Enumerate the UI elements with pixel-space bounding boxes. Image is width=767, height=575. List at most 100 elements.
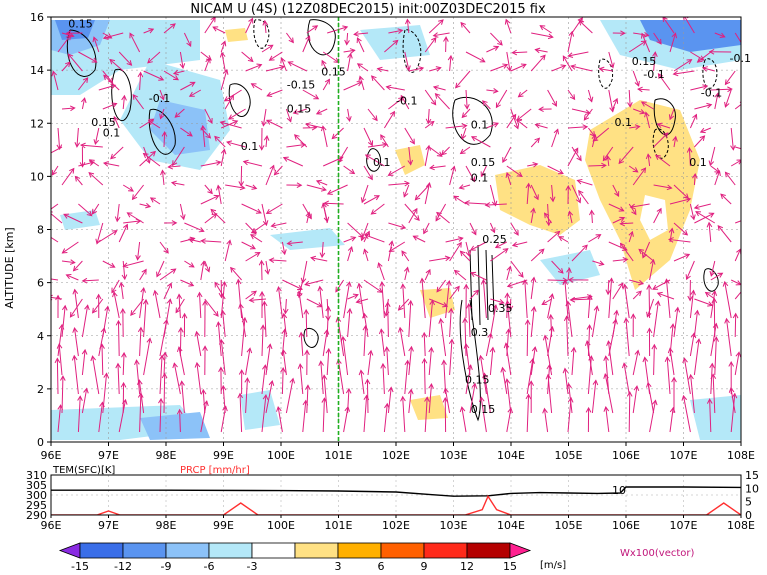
wind-vector xyxy=(225,184,245,189)
wind-vector xyxy=(245,18,254,34)
wind-vector-head xyxy=(638,279,645,286)
wind-vector-head xyxy=(83,387,89,394)
wind-vector-head xyxy=(174,112,181,118)
wind-vector xyxy=(261,44,274,53)
wind-vector-head xyxy=(525,393,532,400)
wind-vector xyxy=(510,260,524,278)
wind-vector-head xyxy=(634,124,641,130)
wind-vector xyxy=(577,179,593,186)
wind-vector-head xyxy=(405,65,411,72)
wind-vector-head xyxy=(558,236,565,242)
wind-vector-head xyxy=(578,19,585,26)
surface-x-tick-label: 103E xyxy=(440,519,468,532)
wind-vector xyxy=(725,70,736,85)
wind-vector xyxy=(343,49,355,53)
wind-vector xyxy=(526,320,529,357)
wind-vector-head xyxy=(340,335,347,342)
wind-vector-head xyxy=(346,307,353,314)
wind-vector xyxy=(512,51,528,54)
wind-vector-head xyxy=(179,380,185,387)
wind-vector-head xyxy=(532,161,539,168)
wind-vector xyxy=(449,166,455,186)
wind-vector xyxy=(428,19,444,34)
wind-vector xyxy=(221,52,226,72)
wind-vector-head xyxy=(702,84,709,90)
wind-vector xyxy=(612,217,625,224)
wind-vector-head xyxy=(313,94,320,100)
wind-vector-head xyxy=(232,120,239,126)
wind-vector xyxy=(180,237,195,243)
wind-vector xyxy=(460,250,471,262)
wind-vector-head xyxy=(608,277,615,284)
wind-vector-head xyxy=(118,281,125,288)
wind-vector xyxy=(81,388,88,414)
wind-vector xyxy=(306,25,318,34)
wind-vector-head xyxy=(728,361,735,367)
wind-vector-head xyxy=(432,85,439,91)
wind-vector-head xyxy=(633,385,640,391)
wind-vector-head xyxy=(170,180,177,187)
contour-label: 0.15 xyxy=(465,374,490,387)
wind-vector xyxy=(632,350,639,376)
wind-vector xyxy=(489,222,495,233)
wind-vector-head xyxy=(570,346,577,353)
wind-vector xyxy=(78,51,97,63)
wind-vector xyxy=(322,398,325,433)
wind-vector-head xyxy=(64,61,71,68)
wind-vector-head xyxy=(323,216,330,223)
wind-vector xyxy=(693,173,696,186)
wind-vector-head xyxy=(61,304,68,311)
wind-vector-head xyxy=(91,208,98,215)
wind-vector xyxy=(567,268,570,281)
wind-vector-head xyxy=(214,135,220,142)
wind-vector-head xyxy=(112,291,118,298)
wind-vector-head xyxy=(147,57,153,64)
wind-vector xyxy=(138,380,145,414)
wind-vector xyxy=(159,268,176,281)
wind-vector-head xyxy=(397,326,404,333)
wind-vector xyxy=(363,279,383,293)
wind-vector-head xyxy=(465,251,472,258)
wind-vector xyxy=(319,286,324,319)
wind-vector xyxy=(628,231,633,243)
wind-vector xyxy=(78,203,93,217)
wind-vector-head xyxy=(656,207,662,214)
wind-vector-head xyxy=(69,311,76,318)
wind-vector xyxy=(261,394,267,433)
wind-vector-head xyxy=(310,255,317,262)
wind-vector xyxy=(224,94,234,110)
wind-vector-head xyxy=(352,293,359,299)
wind-vector-head xyxy=(549,196,556,203)
y-tick-label: 6 xyxy=(37,277,44,290)
wind-vector-head xyxy=(642,356,649,363)
wind-vector-head xyxy=(181,312,188,319)
wind-vector xyxy=(75,176,83,186)
colorbar-swatch xyxy=(380,542,425,559)
wind-vector-head xyxy=(324,78,330,85)
wind-vector xyxy=(322,203,328,222)
wind-vector xyxy=(245,348,251,376)
wind-vector-head xyxy=(41,211,46,216)
wind-vector-head xyxy=(288,37,294,44)
wind-vector-head xyxy=(425,268,431,275)
wind-vector xyxy=(386,347,389,376)
wind-vector-head xyxy=(297,292,303,299)
wind-vector xyxy=(455,70,471,89)
wind-vector-head xyxy=(364,378,371,385)
wind-vector xyxy=(502,146,512,163)
wind-vector-head xyxy=(434,92,441,99)
colorbar-tick-label: 9 xyxy=(421,560,428,573)
wind-vector-head xyxy=(435,66,442,72)
surface-panel: TEM(SFC)[K] PRCP [mm/hr] 10 310305300295… xyxy=(26,465,759,532)
wind-vector xyxy=(730,159,741,167)
surface-x-tick-label: 108E xyxy=(727,519,755,532)
wind-vector xyxy=(445,281,450,319)
wind-vector xyxy=(98,84,116,91)
wind-vector-head xyxy=(345,387,352,394)
contour-line-negative xyxy=(402,29,422,73)
wind-vector-head xyxy=(504,378,511,385)
wind-vector-head xyxy=(106,33,113,39)
wind-vector-head xyxy=(586,294,593,300)
wind-vector-head xyxy=(668,114,675,121)
wind-vector-head xyxy=(466,302,472,309)
